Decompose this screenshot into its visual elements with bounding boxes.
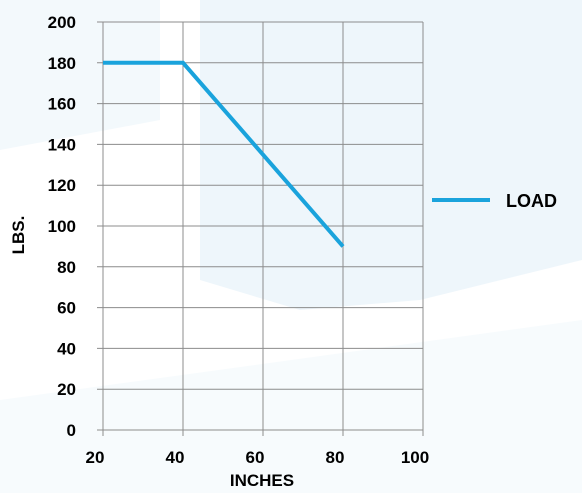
y-tick-label: 0 (67, 421, 76, 440)
y-tick-label: 60 (57, 299, 76, 318)
y-tick-label: 200 (48, 13, 76, 32)
legend-label: LOAD (506, 191, 557, 211)
x-axis-ticks: 20 40 60 80 100 (86, 448, 430, 467)
y-tick-label: 40 (57, 339, 76, 358)
y-axis-ticks: 0 20 40 60 80 100 120 140 160 180 200 (48, 13, 76, 440)
y-axis-title: LBS. (9, 216, 28, 255)
y-tick-label: 120 (48, 176, 76, 195)
y-tick-label: 140 (48, 135, 76, 154)
y-tick-label: 20 (57, 380, 76, 399)
chart-legend: LOAD (432, 191, 557, 211)
y-tick-label: 80 (57, 258, 76, 277)
series-line-load (103, 60, 345, 248)
x-tick-label: 80 (326, 448, 345, 467)
chart-series (102, 60, 345, 248)
x-tick-label: 100 (401, 448, 429, 467)
chart-grid (97, 21, 424, 436)
x-tick-label: 60 (246, 448, 265, 467)
x-axis-title: INCHES (230, 471, 294, 490)
x-tick-label: 20 (86, 448, 105, 467)
y-tick-label: 160 (48, 95, 76, 114)
x-tick-label: 40 (166, 448, 185, 467)
y-tick-label: 180 (48, 54, 76, 73)
y-tick-label: 100 (48, 217, 76, 236)
